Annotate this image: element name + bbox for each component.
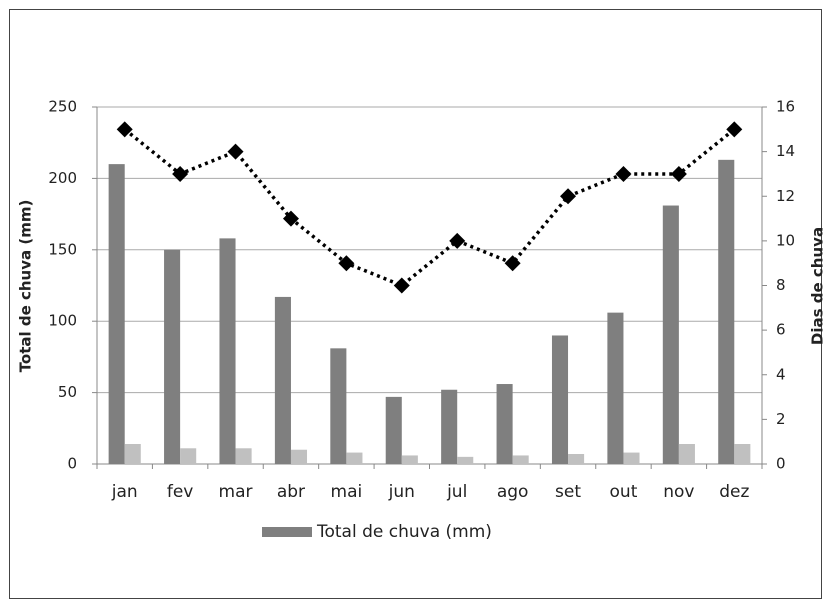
y2-tick-label: 10: [776, 231, 795, 249]
marker: [116, 121, 133, 138]
y2-tick-label: 12: [776, 187, 795, 205]
y-tick-label: 0: [67, 455, 77, 473]
y2-tick-label: 16: [776, 98, 795, 116]
line: [123, 127, 736, 288]
bar: [551, 335, 569, 464]
marker: [726, 121, 743, 138]
bar: [623, 452, 640, 464]
marker: [449, 232, 466, 249]
marker: [338, 255, 355, 272]
x-tick-label: set: [555, 482, 581, 502]
bar: [678, 444, 695, 464]
x-tick-label: ago: [497, 482, 529, 502]
x-tick-label: jan: [111, 482, 138, 502]
marker: [393, 277, 410, 294]
y2-axis-title: Dias de chuva: [809, 227, 827, 345]
y2-tick-label: 6: [776, 321, 786, 339]
x-tick-label: nov: [663, 482, 694, 502]
marker: [172, 165, 189, 182]
bar: [512, 455, 529, 464]
marker: [282, 210, 299, 227]
marker: [504, 255, 521, 272]
x-tick-label: dez: [719, 482, 749, 502]
bar: [401, 455, 418, 464]
bar: [346, 452, 363, 464]
bar: [219, 238, 236, 464]
bar: [274, 296, 291, 464]
bar: [235, 448, 252, 464]
x-tick-label: abr: [277, 482, 305, 502]
marker: [615, 165, 632, 182]
x-tick-label: jun: [388, 482, 415, 502]
bar: [496, 384, 513, 464]
bar: [568, 454, 585, 464]
bar: [662, 205, 679, 465]
y-tick-label: 200: [48, 169, 77, 187]
legend-swatch: [262, 527, 312, 537]
y2-tick-label: 2: [776, 410, 786, 428]
y-tick-label: 50: [58, 383, 77, 401]
bar: [330, 348, 347, 464]
y2-tick-label: 8: [776, 276, 786, 294]
bar: [385, 396, 402, 464]
bar: [290, 449, 308, 464]
y-tick-label: 100: [48, 312, 77, 330]
x-tick-label: mai: [331, 482, 363, 502]
legend-label: Total de chuva (mm): [316, 522, 492, 542]
marker: [670, 165, 687, 182]
bar: [164, 249, 181, 464]
bar: [108, 164, 125, 464]
marker: [227, 143, 244, 160]
x-tick-label: out: [610, 482, 638, 502]
marker: [560, 188, 577, 205]
bar: [607, 312, 624, 464]
y2-tick-label: 0: [776, 455, 786, 473]
chart-frame: [9, 9, 822, 599]
y2-tick-label: 4: [776, 365, 786, 383]
bar: [718, 159, 735, 464]
bar: [441, 389, 458, 464]
y2-tick-label: 14: [776, 142, 795, 160]
x-tick-label: jul: [446, 482, 467, 502]
x-tick-label: mar: [219, 482, 253, 502]
bar: [180, 448, 197, 464]
bar: [457, 456, 474, 464]
bar: [124, 444, 141, 464]
bar: [734, 444, 751, 464]
y-tick-label: 150: [48, 240, 77, 258]
y-tick-label: 250: [48, 98, 77, 116]
x-tick-label: fev: [167, 482, 194, 502]
y-axis-title: Total de chuva (mm): [17, 200, 35, 373]
